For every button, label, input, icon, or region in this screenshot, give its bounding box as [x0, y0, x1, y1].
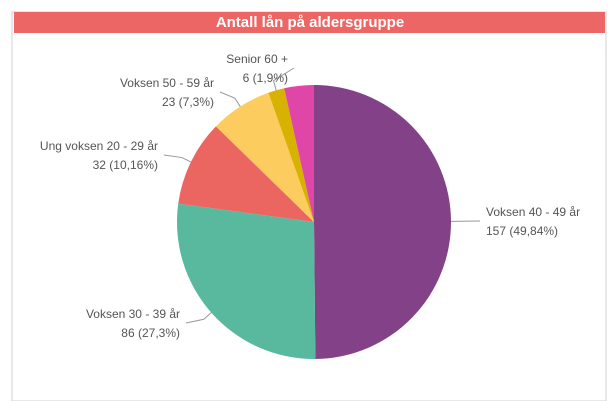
- pie-slice: [178, 126, 314, 222]
- slice-label: Ung voksen 20 - 29 år: [40, 139, 158, 153]
- pie-slice: [268, 88, 314, 222]
- pie-slice: [215, 92, 314, 222]
- leader-line: [185, 312, 212, 324]
- slice-value-label: 6 (1,9%): [243, 71, 288, 85]
- leader-line: [163, 154, 192, 163]
- slice-label: Voksen 30 - 39 år: [86, 307, 180, 321]
- slice-value-label: 32 (10,16%): [93, 158, 158, 172]
- slice-value-label: 157 (49,84%): [486, 224, 558, 238]
- slice-value-label: 23 (7,3%): [162, 95, 214, 109]
- pie-slice: [314, 85, 451, 359]
- pie-slice: [177, 203, 316, 360]
- pie-slice: [284, 85, 314, 222]
- leader-line: [272, 67, 295, 91]
- slice-label: Voksen 50 - 59 år: [120, 76, 214, 90]
- slice-value-label: 86 (27,3%): [121, 326, 180, 340]
- slice-label: Senior 60 +: [226, 52, 288, 66]
- slice-label: Voksen 40 - 49 år: [486, 205, 580, 219]
- leader-line: [219, 91, 241, 107]
- chart-title: Antall lån på aldersgruppe: [216, 14, 404, 31]
- title-bar: [14, 12, 605, 33]
